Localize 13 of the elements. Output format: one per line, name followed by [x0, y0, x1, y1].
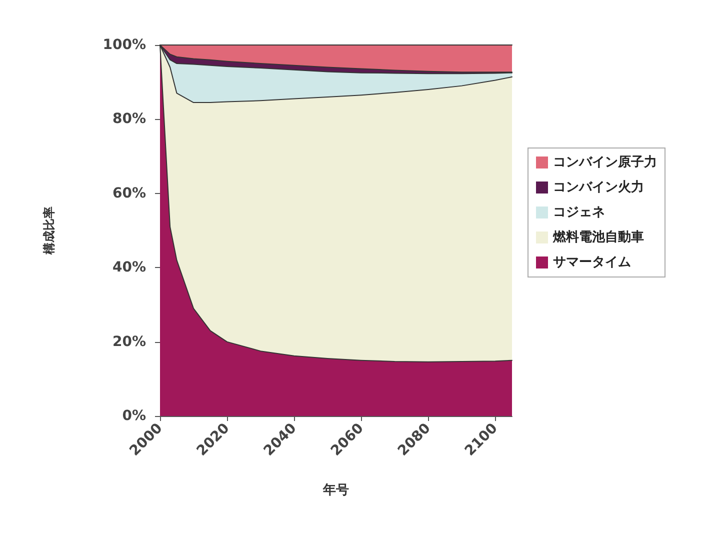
y-tick-label: 40% — [112, 260, 146, 276]
legend-label: コジェネ — [553, 205, 605, 220]
legend-label: 燃料電池自動車 — [552, 230, 644, 245]
y-axis-title: 構成比率 — [42, 206, 56, 256]
y-tick-label: 20% — [112, 334, 146, 350]
legend-label: コンバイン原子力 — [553, 155, 657, 170]
y-tick-label: 80% — [112, 111, 146, 128]
y-tick-label: 60% — [112, 185, 146, 202]
y-tick-label: 0% — [122, 408, 146, 424]
y-tick-label: 100% — [102, 37, 146, 53]
legend-label: サマータイム — [553, 255, 631, 270]
legend-label: コンバイン火力 — [553, 180, 644, 195]
x-axis-title: 年号 — [322, 483, 349, 498]
